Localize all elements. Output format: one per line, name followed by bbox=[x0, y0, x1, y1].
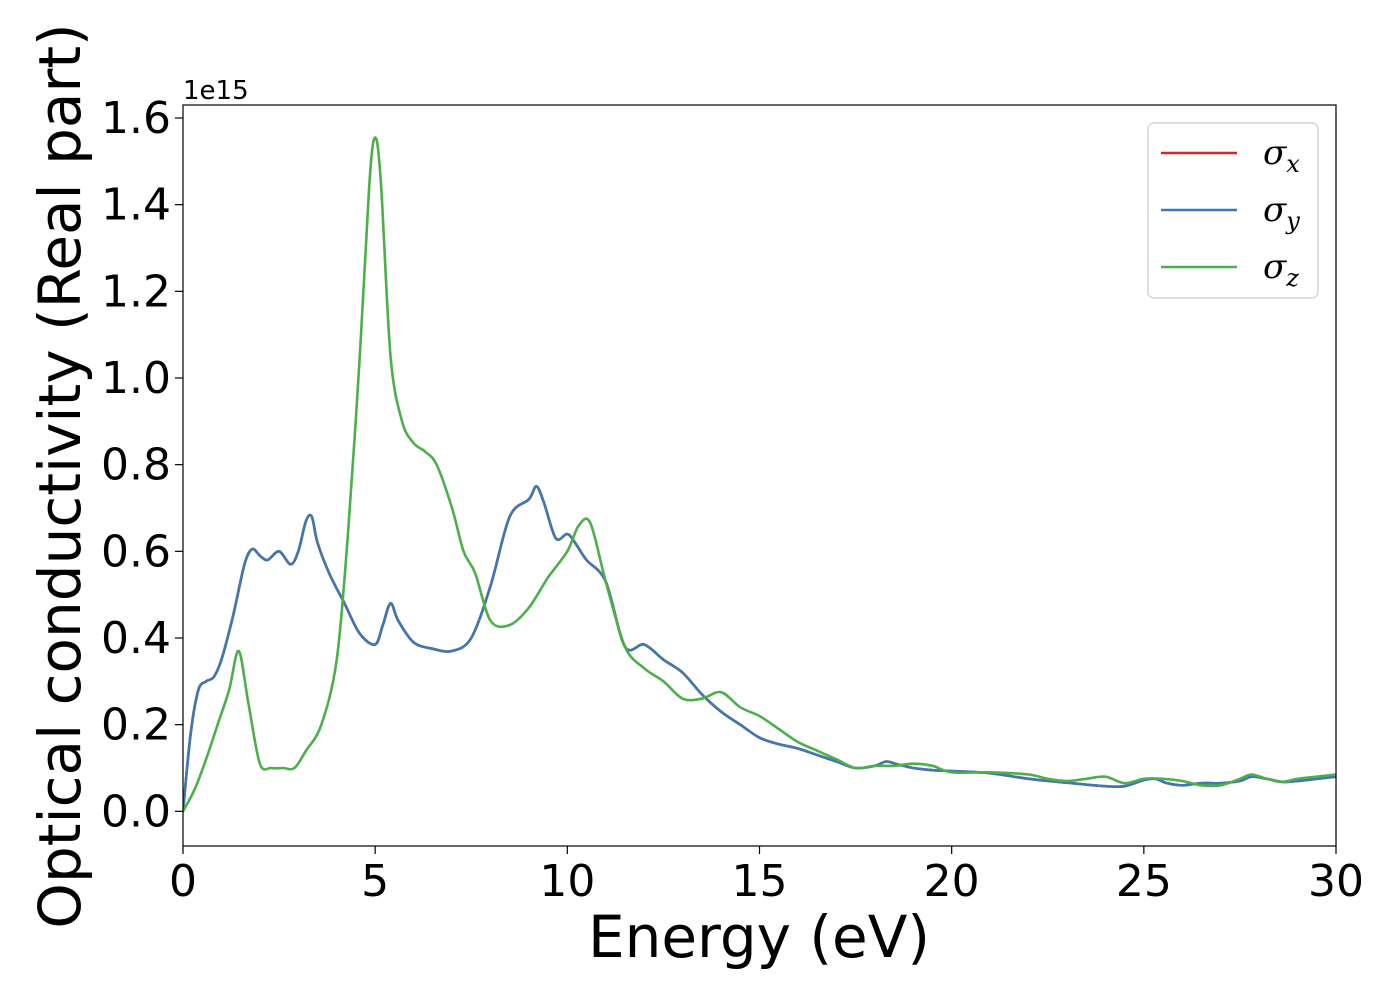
x-tick-label: 20 bbox=[924, 856, 980, 907]
y-tick-label: 0.4 bbox=[101, 613, 171, 664]
series-layer bbox=[183, 136, 1336, 813]
y-tick-label: 0.6 bbox=[101, 526, 171, 577]
x-tick-label: 25 bbox=[1116, 856, 1172, 907]
series-line-sigma-y bbox=[183, 485, 1336, 813]
y-axis-ticks: 0.0 0.2 0.4 0.6 0.8 1.0 1.2 1.4 1.6 bbox=[101, 93, 183, 837]
x-tick-label: 10 bbox=[539, 856, 595, 907]
y-tick-label: 0.0 bbox=[101, 786, 171, 837]
y-tick-label: 1.6 bbox=[101, 93, 171, 144]
y-axis-label: Optical conductivity (Real part) bbox=[26, 23, 94, 928]
y-tick-label: 1.2 bbox=[101, 266, 171, 317]
series-line-sigma-x bbox=[183, 485, 1336, 813]
series-line-sigma-z bbox=[183, 136, 1336, 813]
x-tick-label: 15 bbox=[732, 856, 788, 907]
x-tick-label: 0 bbox=[169, 856, 197, 907]
x-axis-ticks: 0 5 10 15 20 25 30 bbox=[169, 846, 1364, 907]
y-tick-label: 1.0 bbox=[101, 353, 171, 404]
x-tick-label: 30 bbox=[1308, 856, 1364, 907]
y-scale-label: 1e15 bbox=[183, 76, 249, 106]
y-tick-label: 0.8 bbox=[101, 440, 171, 491]
x-tick-label: 5 bbox=[361, 856, 389, 907]
y-tick-label: 1.4 bbox=[101, 180, 171, 231]
x-axis-label: Energy (eV) bbox=[588, 903, 930, 971]
y-tick-label: 0.2 bbox=[101, 700, 171, 751]
